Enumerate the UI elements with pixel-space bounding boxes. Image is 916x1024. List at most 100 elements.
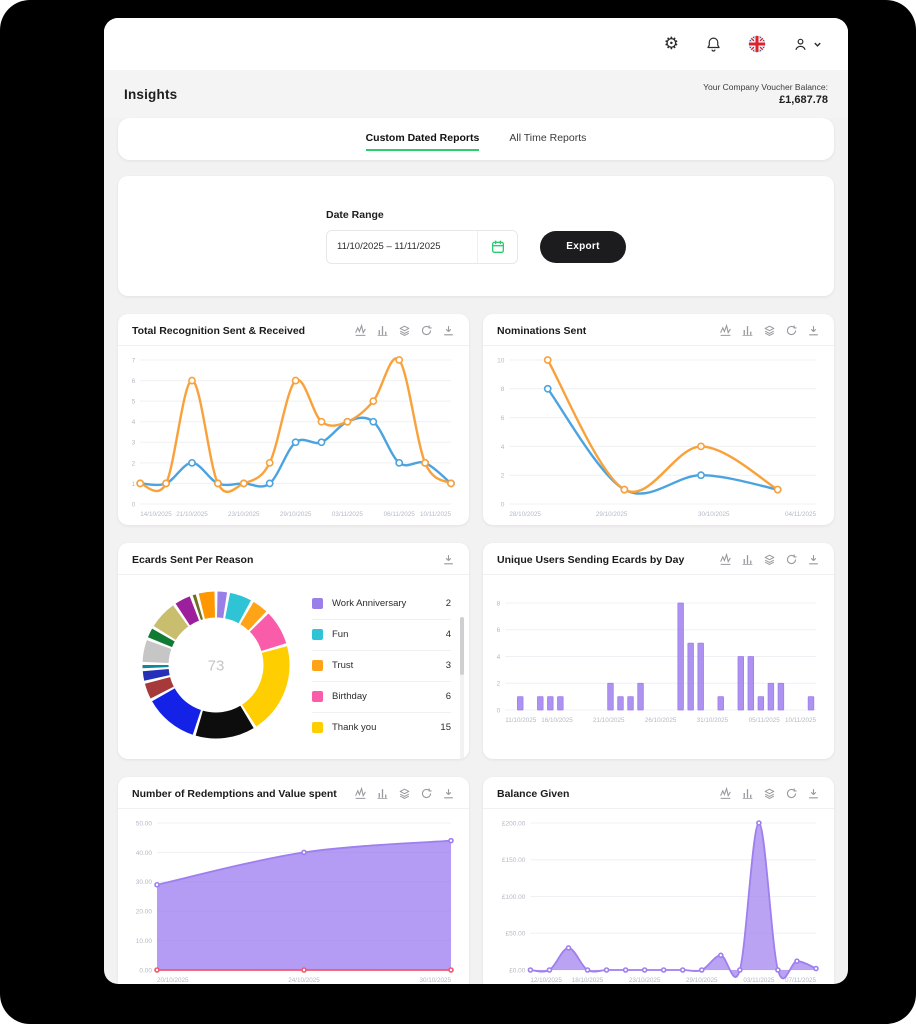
svg-text:3: 3 (132, 440, 136, 447)
svg-text:05/11/2025: 05/11/2025 (749, 717, 781, 724)
refresh-icon[interactable] (785, 787, 798, 800)
legend-item[interactable]: Fun 4 (312, 618, 451, 650)
svg-text:30/10/2025: 30/10/2025 (698, 511, 730, 518)
svg-text:2: 2 (501, 473, 505, 480)
legend-label: Work Anniversary (332, 597, 407, 609)
balance-label: Your Company Voucher Balance: (703, 82, 828, 92)
notifications-icon[interactable] (705, 36, 722, 53)
svg-text:8: 8 (501, 386, 505, 393)
svg-text:23/10/2025: 23/10/2025 (629, 977, 661, 984)
svg-text:4: 4 (132, 419, 136, 426)
date-range-input[interactable] (327, 230, 477, 263)
svg-text:2: 2 (132, 460, 136, 467)
nominations-line-chart[interactable]: 0 2 4 6 8 10 28/10/2025 29/10/2025 30/10/2025 04/… (493, 354, 824, 519)
svg-text:10: 10 (497, 357, 505, 364)
tab-custom-dated-reports[interactable]: Custom Dated Reports (365, 128, 480, 151)
redemptions-area-chart[interactable]: 0.00 10.00 20.00 30.00 40.00 50.00 20/10/2025 2… (128, 817, 459, 984)
layers-icon[interactable] (398, 324, 411, 337)
legend-item[interactable]: Thank you 15 (312, 711, 451, 743)
legend-label: Fun (332, 629, 349, 640)
bar-chart-icon[interactable] (376, 787, 389, 800)
layers-icon[interactable] (763, 324, 776, 337)
line-chart-icon[interactable] (354, 324, 367, 337)
svg-text:2: 2 (497, 681, 501, 688)
svg-text:£50.00: £50.00 (506, 931, 526, 938)
layers-icon[interactable] (763, 553, 776, 566)
legend-item[interactable]: Trust 3 (312, 649, 451, 681)
legend-value: 4 (445, 629, 451, 640)
filters-panel: Date Range Export (118, 176, 834, 296)
layers-icon[interactable] (398, 787, 411, 800)
app-window: ⚙ (104, 18, 848, 984)
line-chart-icon[interactable] (719, 324, 732, 337)
chart-title: Ecards Sent Per Reason (132, 553, 254, 566)
export-button[interactable]: Export (540, 230, 626, 263)
svg-text:07/11/2025: 07/11/2025 (785, 977, 817, 984)
legend-label: Thank you (332, 722, 377, 733)
svg-text:4: 4 (497, 654, 501, 661)
ecards-legend: Work Anniversary 2 Fun 4 Trust 3 Birthday 6 Than… (312, 588, 451, 743)
svg-text:04/11/2025: 04/11/2025 (785, 511, 817, 518)
account-menu[interactable] (792, 36, 822, 53)
download-icon[interactable] (807, 553, 820, 566)
svg-text:12/10/2025: 12/10/2025 (530, 977, 562, 984)
ecards-donut-body: 73 Work Anniversary 2 Fun 4 Trust 3 Birthday 6 T… (118, 575, 469, 759)
svg-text:40.00: 40.00 (136, 850, 153, 857)
download-icon[interactable] (807, 787, 820, 800)
bar-chart-icon[interactable] (741, 553, 754, 566)
download-icon[interactable] (442, 324, 455, 337)
bar-chart-icon[interactable] (741, 787, 754, 800)
line-chart-icon[interactable] (719, 553, 732, 566)
legend-label: Trust (332, 660, 354, 671)
legend-swatch (312, 629, 323, 640)
svg-text:30.00: 30.00 (136, 879, 153, 886)
refresh-icon[interactable] (420, 787, 433, 800)
download-icon[interactable] (442, 787, 455, 800)
svg-text:26/10/2025: 26/10/2025 (645, 717, 677, 724)
legend-item[interactable]: Work Anniversary 2 (312, 588, 451, 619)
ecards-donut-chart[interactable]: 73 (132, 581, 300, 749)
svg-text:14/10/2025: 14/10/2025 (140, 511, 172, 518)
report-tabs: Custom Dated Reports All Time Reports (118, 118, 834, 160)
line-chart-icon[interactable] (354, 787, 367, 800)
chart-card-unique-users: Unique Users Sending Ecards by Day 0 2 4 6 8… (483, 543, 834, 759)
svg-text:£150.00: £150.00 (502, 857, 526, 864)
balance-given-area-chart[interactable]: £0.00 £50.00 £100.00 £150.00 £200.00 12/10/20… (493, 817, 824, 984)
settings-icon[interactable]: ⚙ (663, 33, 679, 54)
bar-chart-icon[interactable] (741, 324, 754, 337)
refresh-icon[interactable] (785, 324, 798, 337)
legend-scrollbar[interactable] (460, 617, 464, 759)
legend-scrollbar-thumb[interactable] (460, 617, 464, 675)
legend-item[interactable]: Birthday 6 (312, 680, 451, 712)
calendar-button[interactable] (477, 230, 517, 263)
topbar: ⚙ (104, 18, 848, 70)
svg-text:20/10/2025: 20/10/2025 (157, 977, 189, 984)
legend-value: 2 (445, 597, 451, 609)
language-uk-flag-icon[interactable] (748, 35, 766, 53)
svg-text:11/10/2025: 11/10/2025 (505, 717, 537, 724)
download-icon[interactable] (807, 324, 820, 337)
chart-title: Nominations Sent (497, 324, 587, 337)
refresh-icon[interactable] (785, 553, 798, 566)
layers-icon[interactable] (763, 787, 776, 800)
tab-all-time-reports[interactable]: All Time Reports (509, 131, 587, 144)
svg-text:6: 6 (497, 627, 501, 634)
chart-title: Total Recognition Sent & Received (132, 324, 306, 337)
legend-value: 3 (445, 660, 451, 671)
svg-text:10/11/2025: 10/11/2025 (785, 717, 817, 724)
unique-users-bar-chart[interactable]: 0 2 4 6 8 11/10/2025 16/10/2025 21/10/2025 26/10… (493, 597, 824, 725)
svg-text:18/10/2025: 18/10/2025 (572, 977, 604, 984)
recognition-line-chart[interactable]: 0 1 2 3 4 5 6 7 14/10/2025 21/10/2025 23/10/2025 29… (128, 354, 459, 519)
bar-chart-icon[interactable] (376, 324, 389, 337)
svg-text:29/10/2025: 29/10/2025 (686, 977, 718, 984)
svg-text:5: 5 (132, 399, 136, 406)
svg-text:03/11/2025: 03/11/2025 (332, 511, 364, 518)
line-chart-icon[interactable] (719, 787, 732, 800)
refresh-icon[interactable] (420, 324, 433, 337)
download-icon[interactable] (442, 553, 455, 566)
calendar-icon (491, 239, 504, 253)
date-range-label: Date Range (326, 208, 384, 221)
charts-grid: Total Recognition Sent & Received 0 1 2 3 4 5… (118, 314, 834, 984)
svg-text:10.00: 10.00 (136, 938, 153, 945)
svg-text:4: 4 (501, 444, 505, 451)
